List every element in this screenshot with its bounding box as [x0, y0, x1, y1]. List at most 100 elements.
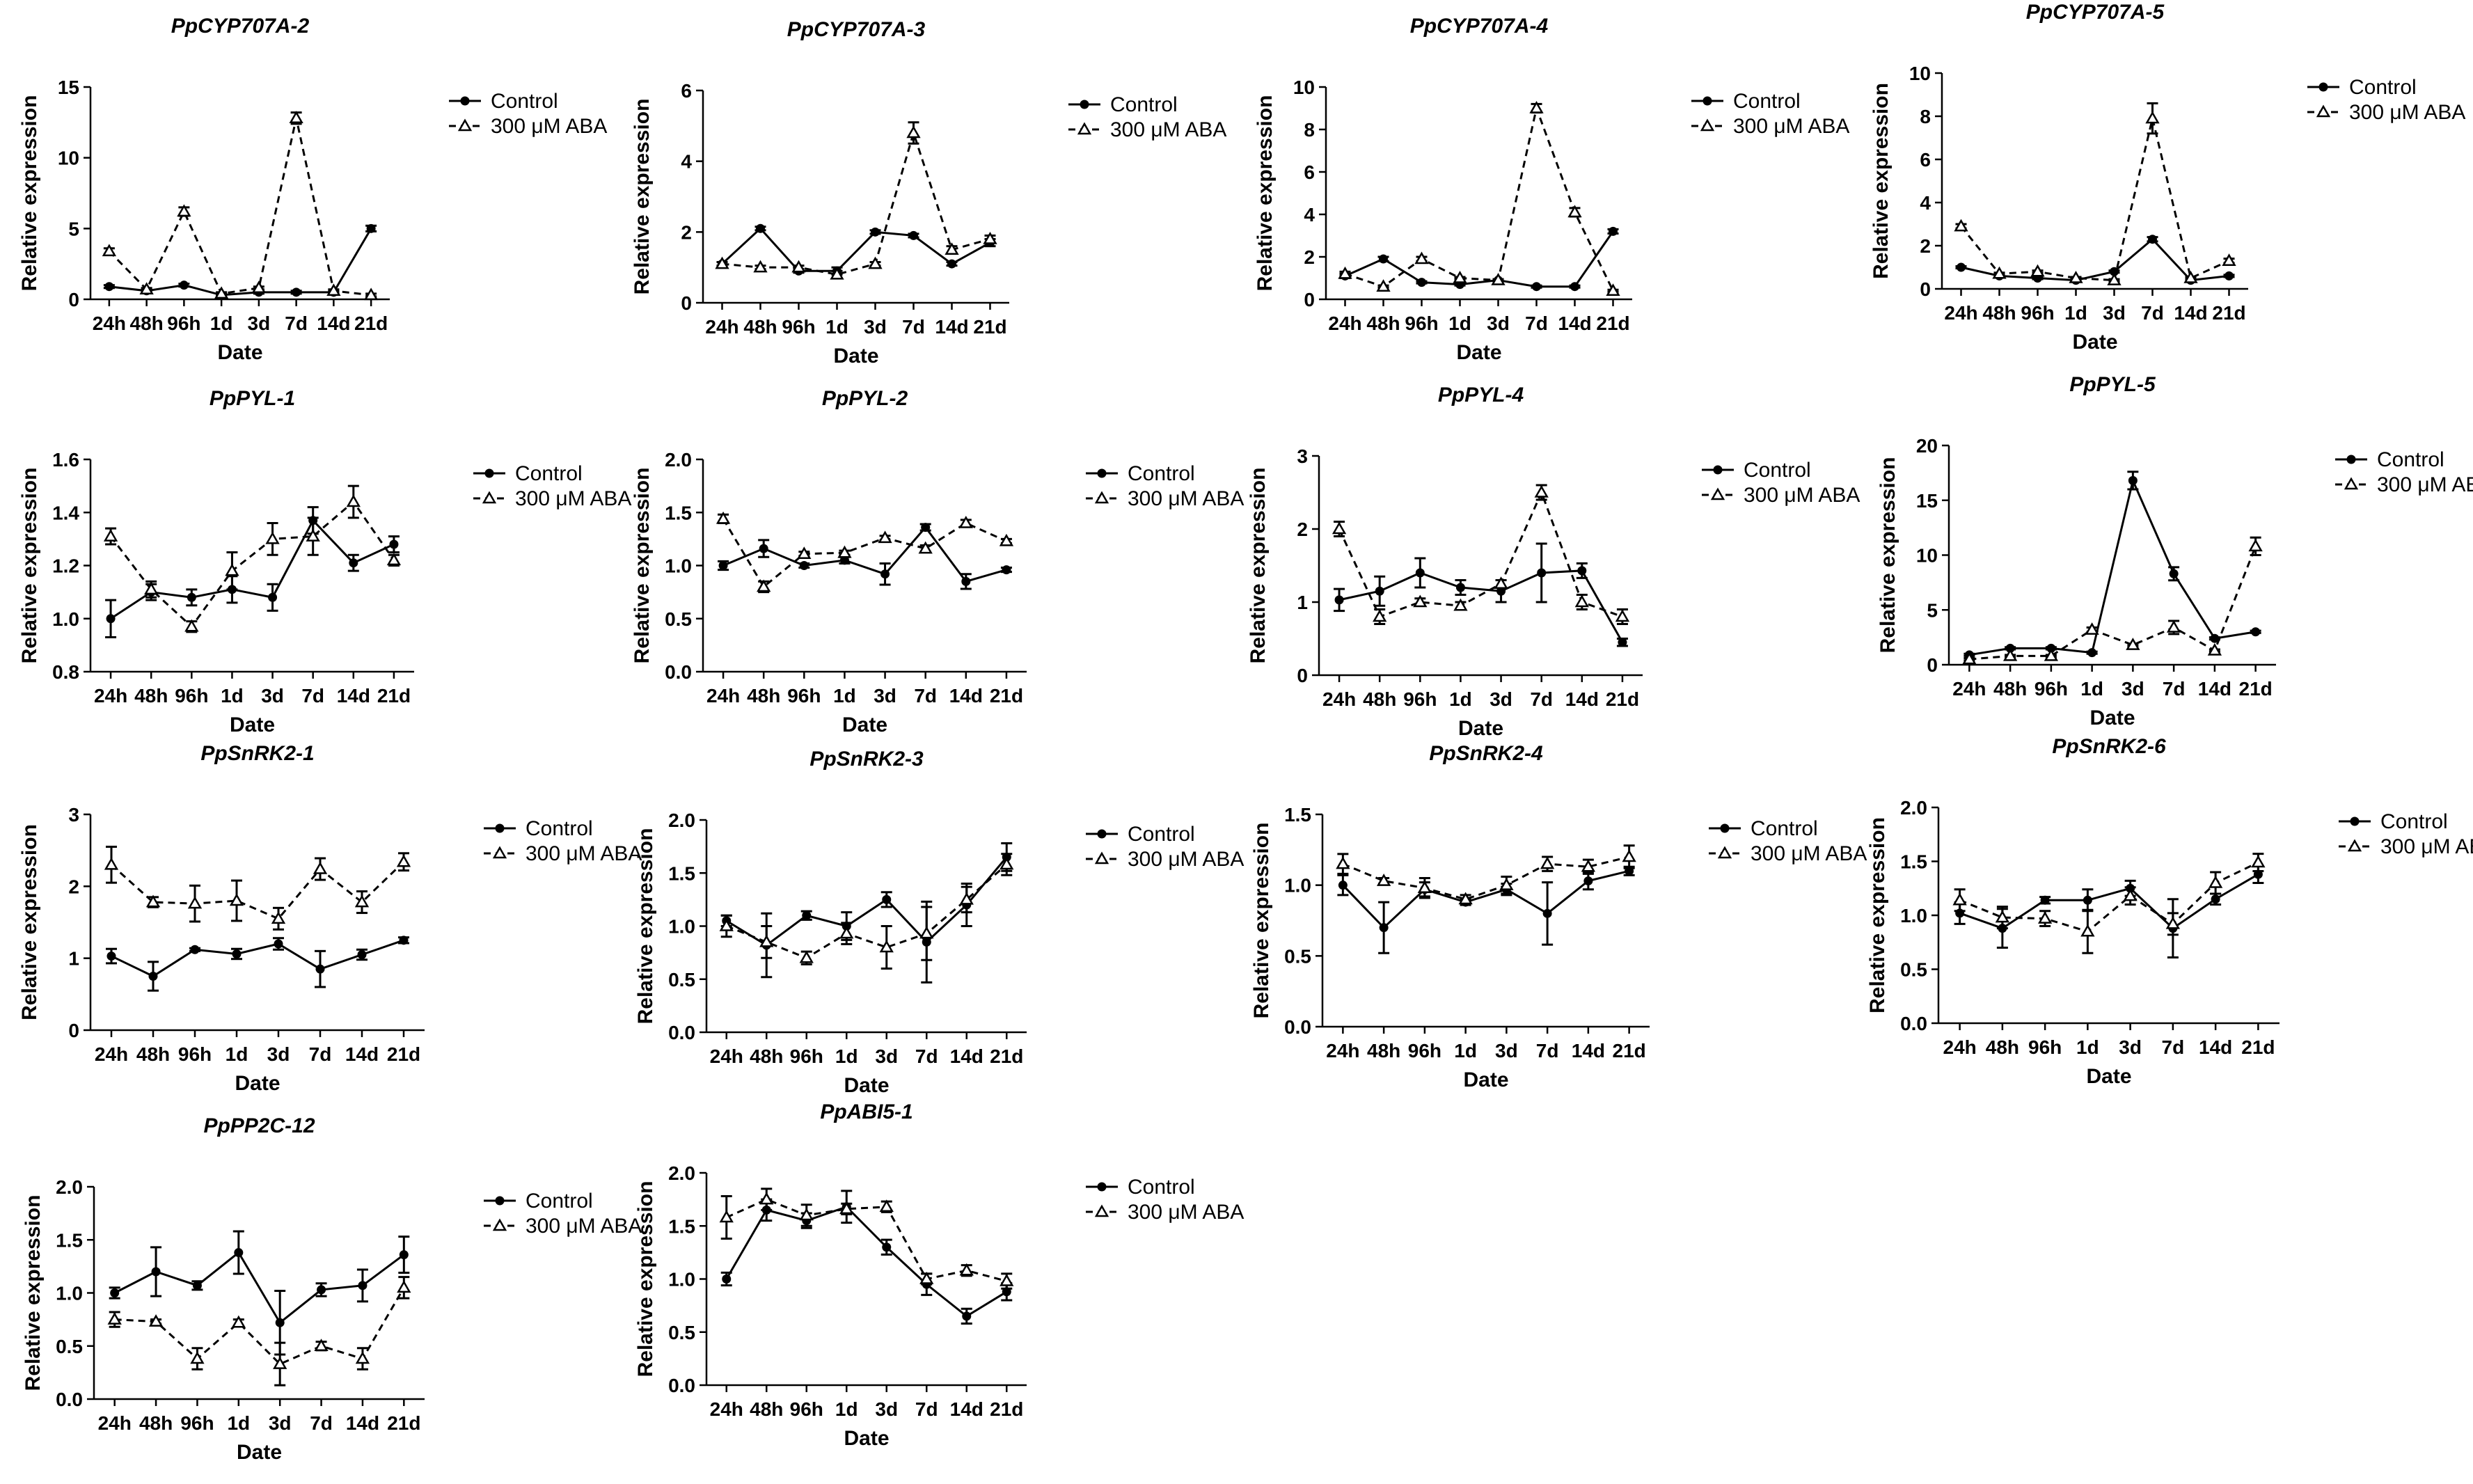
- y-tick-label: 0: [1304, 289, 1315, 310]
- control-point: [1957, 262, 1966, 272]
- chart-panel: PpPYL-2 0.0 0.5 1.0 1.5 2.0 24h 48h 96h 1d 3d 7d 14d…: [631, 387, 1244, 736]
- series-control: [1964, 471, 2261, 660]
- control-point: [1532, 282, 1541, 292]
- aba-point: [2069, 270, 2083, 283]
- y-tick-label: 6: [1920, 149, 1931, 171]
- y-axis-title: Relative expression: [634, 828, 657, 1025]
- aba-point: [2085, 622, 2099, 635]
- x-tick-label: 96h: [167, 313, 200, 334]
- control-point: [799, 561, 809, 570]
- x-tick-label: 1d: [210, 313, 233, 334]
- x-tick-label: 7d: [2162, 1036, 2185, 1058]
- legend-circle-icon: [1702, 96, 1712, 106]
- legend-triangle-icon: [1077, 122, 1092, 135]
- x-tick-label: 24h: [98, 1412, 132, 1434]
- y-tick-label: 10: [1916, 545, 1938, 567]
- control-point: [366, 223, 376, 233]
- y-axis-title: Relative expression: [634, 1181, 657, 1378]
- x-tick-label: 14d: [2198, 678, 2231, 700]
- aba-point: [2145, 111, 2160, 124]
- aba-line: [1969, 546, 2257, 661]
- series-aba: [716, 511, 1014, 594]
- legend-entry: 300 μM ABA: [1709, 842, 1867, 865]
- aba-point: [837, 545, 852, 558]
- control-point: [151, 1267, 161, 1277]
- chart-panel: PpCYP707A-5 0 2 4 6 8 10 24h 48h 96h 1d 3d 7d 14d 21d D…: [1870, 1, 2465, 354]
- y-tick-label: 1.0: [1900, 905, 1927, 926]
- x-tick-label: 3d: [1490, 688, 1512, 710]
- y-tick-label: 1.2: [52, 555, 79, 577]
- control-point: [315, 964, 325, 974]
- legend-entry: Control: [473, 462, 583, 485]
- x-tick-label: 96h: [1405, 313, 1438, 334]
- y-tick-label: 0.0: [665, 661, 692, 683]
- legend-entry: Control: [1709, 817, 1818, 840]
- legend-entry: Control: [1086, 462, 1195, 485]
- x-axis-title: Date: [230, 713, 275, 736]
- control-point: [2128, 475, 2138, 485]
- aba-point: [919, 926, 934, 939]
- control-point: [2210, 633, 2220, 643]
- aba-point: [2251, 855, 2266, 868]
- aba-point: [397, 1280, 411, 1293]
- control-point: [1583, 876, 1593, 886]
- aba-point: [306, 529, 320, 542]
- control-point: [962, 1311, 972, 1321]
- aba-point: [1540, 856, 1555, 869]
- aba-point: [2208, 875, 2223, 888]
- aba-point: [139, 282, 154, 295]
- control-point: [349, 558, 358, 568]
- legend-circle-icon: [1097, 829, 1107, 839]
- y-tick-label: 0.5: [56, 1336, 83, 1357]
- x-tick-label: 7d: [914, 685, 937, 707]
- y-tick-label: 0.0: [1284, 1016, 1311, 1038]
- y-tick-label: 0: [1297, 665, 1308, 686]
- y-tick-label: 1.5: [1900, 851, 1927, 873]
- control-point: [399, 1250, 409, 1260]
- legend-entry: 300 μM ABA: [1702, 484, 1860, 507]
- legend-triangle-icon: [2347, 839, 2362, 852]
- y-tick-label: 0: [681, 292, 692, 314]
- aba-point: [1995, 910, 2010, 923]
- aba-point: [983, 231, 997, 244]
- aba-point: [757, 579, 771, 592]
- aba-point: [1417, 881, 1432, 893]
- x-tick-label: 1d: [1449, 688, 1472, 710]
- control-point: [106, 614, 116, 624]
- x-tick-label: 21d: [377, 685, 411, 707]
- aba-point: [271, 911, 286, 924]
- aba-point: [1615, 609, 1630, 622]
- aba-point: [2002, 648, 2018, 661]
- legend-label: Control: [1733, 90, 1801, 113]
- control-point: [2169, 569, 2179, 578]
- y-tick-label: 2.0: [56, 1176, 83, 1198]
- x-tick-label: 14d: [1558, 313, 1591, 334]
- aba-point: [1952, 892, 1967, 906]
- x-axis-title: Date: [844, 1427, 889, 1450]
- legend-label: 300 μM ABA: [526, 1215, 642, 1238]
- control-point: [275, 1318, 285, 1327]
- aba-point: [1376, 874, 1391, 886]
- x-tick-label: 3d: [267, 1043, 290, 1065]
- control-point: [1417, 278, 1426, 287]
- x-tick-label: 48h: [139, 1412, 173, 1434]
- aba-point: [2248, 539, 2263, 552]
- x-tick-label: 48h: [743, 316, 777, 338]
- legend-triangle-icon: [1710, 487, 1725, 500]
- legend-label: Control: [2349, 76, 2417, 99]
- legend-entry: 300 μM ABA: [1086, 487, 1244, 510]
- legend-entry: 300 μM ABA: [2339, 835, 2473, 858]
- control-point: [1570, 282, 1579, 292]
- y-tick-label: 3: [1297, 445, 1308, 467]
- aba-line: [722, 518, 1007, 589]
- x-tick-label: 3d: [1487, 313, 1510, 334]
- control-point: [317, 1285, 326, 1295]
- y-tick-label: 6: [1304, 161, 1315, 183]
- x-axis-title: Date: [2072, 331, 2117, 354]
- legend-triangle-icon: [457, 118, 473, 132]
- legend-label: Control: [515, 462, 583, 485]
- control-point: [882, 1242, 892, 1252]
- legend-circle-icon: [1097, 468, 1107, 478]
- control-point: [1537, 568, 1547, 578]
- aba-point: [959, 1263, 974, 1276]
